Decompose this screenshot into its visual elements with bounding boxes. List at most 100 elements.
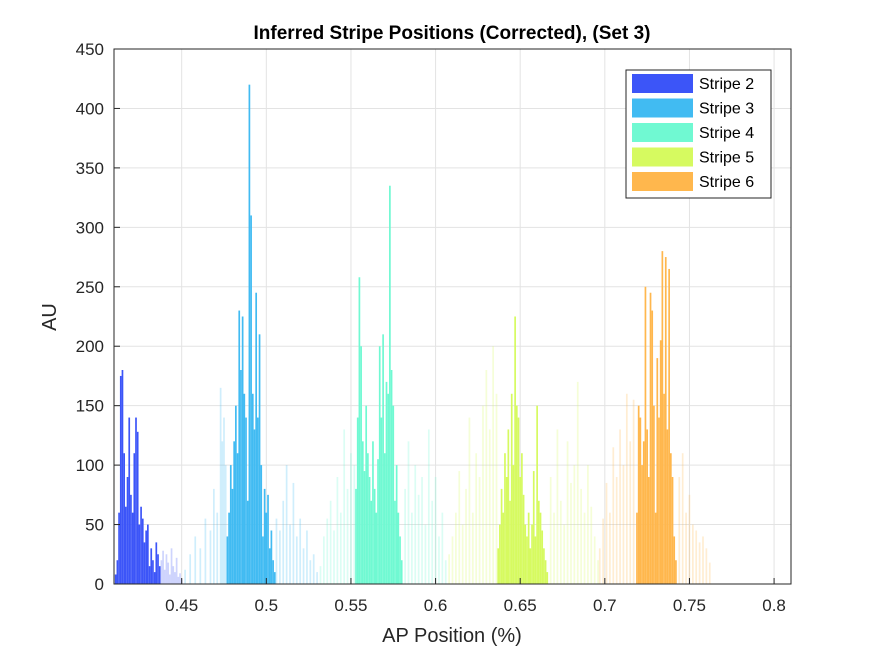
y-tick-label: 300 [76,218,104,237]
bar-stripe-6 [659,340,662,584]
bar-stripe-6 [656,358,659,584]
bar-stripe-4 [389,185,391,584]
bar-stripe-2 [150,548,153,584]
faded-bar-stripe-2 [163,569,166,584]
faded-bar-stripe-4 [323,536,325,584]
bar-stripe-2 [145,530,148,584]
bar-stripe-3 [258,334,261,584]
legend-swatch [632,172,693,191]
bar-stripe-5 [527,512,530,584]
bar-stripe-6 [642,441,645,584]
faded-bars [160,346,711,584]
bar-stripe-5 [526,536,528,584]
faded-bar-stripe-3 [213,488,215,584]
y-axis-label: AU [39,303,61,331]
faded-bar-stripe-6 [702,536,704,584]
faded-bar-stripe-6 [705,548,708,584]
bar-stripe-5 [505,477,508,584]
bar-stripe-2 [138,524,141,584]
faded-bar-stripe-4 [441,512,444,584]
y-tick-label: 100 [76,456,104,475]
faded-bar-stripe-3 [194,536,197,584]
y-tick-label: 200 [76,337,104,356]
bar-stripe-5 [529,548,532,584]
faded-bar-stripe-3 [289,524,291,584]
bar-stripe-4 [400,560,403,584]
faded-bar-stripe-3 [216,512,219,584]
faded-bar-stripe-4 [343,429,346,584]
faded-bar-stripe-5 [451,536,454,584]
bar-stripe-5 [499,524,501,584]
bar-stripe-5 [534,536,537,584]
faded-bar-stripe-4 [414,465,417,584]
bar-stripe-5 [539,512,542,584]
bar-stripe-3 [273,572,276,584]
bar-stripe-6 [641,465,643,584]
bar-stripe-3 [243,393,246,584]
bar-stripe-2 [133,453,136,584]
faded-bar-stripe-2 [174,572,176,584]
faded-bar-stripe-5 [458,471,461,584]
bar-stripe-6 [666,429,669,584]
bar-stripe-3 [257,417,259,584]
bar-stripe-4 [395,465,398,584]
faded-bar-stripe-2 [162,550,164,584]
bar-stripe-3 [265,512,268,584]
bar-stripe-2 [136,431,139,584]
bar-stripe-6 [646,429,648,584]
bar-stripe-5 [515,405,518,584]
x-tick-label: 0.75 [673,596,706,615]
bar-stripe-3 [270,530,273,584]
bar-stripe-2 [119,375,122,584]
bar-stripe-6 [639,417,642,584]
faded-bar-stripe-3 [199,548,202,584]
faded-bar-stripe-5 [492,346,494,584]
bar-stripe-5 [536,405,538,584]
faded-bar-stripe-6 [632,399,635,584]
bar-stripe-3 [231,488,234,584]
bar-stripe-3 [248,84,251,585]
bar-stripe-4 [367,453,369,584]
bar-stripe-4 [363,471,366,584]
faded-bar-stripe-6 [678,477,681,584]
bar-stripe-2 [128,417,131,584]
faded-bar-stripe-4 [444,560,447,584]
faded-bar-stripe-3 [204,518,207,584]
bar-stripe-4 [358,277,361,584]
bar-stripe-4 [382,334,384,584]
legend: Stripe 2 Stripe 3 Stripe 4 Stripe 5 Stripe 6 [625,69,772,199]
bar-stripe-3 [245,417,247,584]
faded-bar-stripe-4 [438,536,440,584]
legend-label: Stripe 5 [699,150,754,167]
bar-stripe-2 [147,524,149,584]
bar-stripe-6 [644,286,647,584]
faded-bar-stripe-3 [309,560,312,584]
bar-stripe-5 [514,316,516,584]
faded-bar-stripe-5 [573,465,576,584]
faded-bar-stripe-3 [219,387,222,584]
bar-stripe-5 [544,560,547,584]
bar-stripe-2 [114,574,117,584]
faded-bar-stripe-6 [629,441,632,584]
legend-label: Stripe 2 [699,76,754,93]
bar-stripe-4 [368,477,371,584]
faded-bar-stripe-6 [622,465,625,584]
faded-bar-stripe-3 [302,548,305,584]
bar-stripe-3 [255,292,258,584]
bar-stripe-6 [671,477,674,584]
bar-stripe-3 [253,429,256,584]
bar-stripe-3 [262,536,264,584]
bar-stripe-4 [360,346,362,584]
chart-title: Inferred Stripe Positions (Corrected), (… [254,23,651,44]
bar-stripe-6 [636,512,638,584]
faded-bar-stripe-4 [329,500,332,584]
bar-stripe-5 [537,500,540,584]
bar-stripe-2 [116,560,119,584]
faded-bar-stripe-5 [593,536,596,584]
bar-stripe-2 [157,554,159,584]
faded-bar-stripe-6 [609,512,611,584]
x-tick-label: 0.5 [255,596,279,615]
plot-frame [113,48,792,585]
